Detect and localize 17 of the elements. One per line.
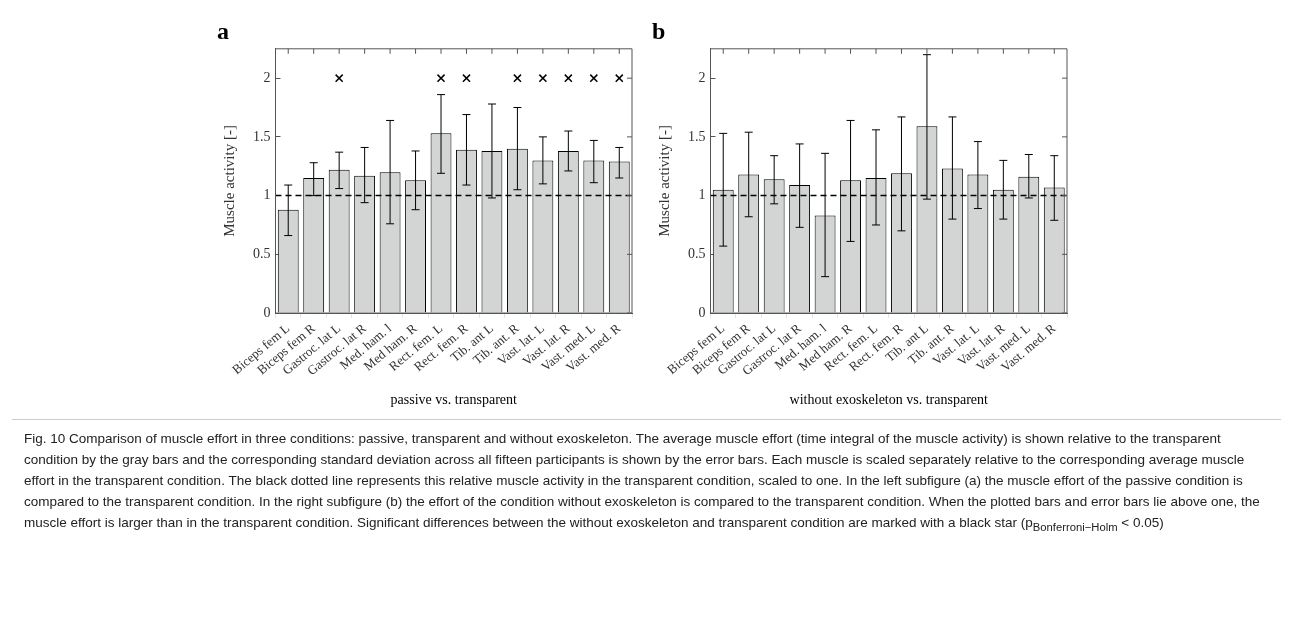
y-tick-label: 2 <box>698 69 705 85</box>
x-axis-title: without exoskeleton vs. transparent <box>789 392 988 408</box>
chart-title: b <box>651 17 665 44</box>
y-tick-label: 1.5 <box>687 128 705 144</box>
caption: Fig. 10 Comparison of muscle effort in three conditions: passive, transparent and without exoskeleton. The average muscle effort (time integral of the muscle activity) is shown relative to the transparent condition by the gray bars and the corresponding standard deviation across all fifteen participants is shown by the error bars. Each muscle is scaled separately relative to the corresponding average muscle effort in the transparent condition. The black dotted line represents this relative muscle activity in the transparent condition, scaled to one. In the left subfigure (a) the muscle effort of the passive condition is compared to the transparent condition. In the right subfigure (b) the effort of the condition without exoskeleton is compared to the transparent condition. When the plotted bars and error bars lie above one, the muscle effort is larger than in the transparent condition. Significant differences between the without exoskeleton and transparent condition are marked with a black star (p$_{Bonferroni−Holm}$ < 0.05) <box>24 430 1261 535</box>
x-axis-title: passive vs. transparent <box>390 392 517 408</box>
y-tick-label: 1 <box>698 187 705 203</box>
y-tick-label: 0.5 <box>687 246 705 262</box>
y-axis-title: Muscle activity [-] <box>220 125 237 237</box>
y-tick-label: 0.5 <box>252 246 270 262</box>
chart-title: a <box>216 17 229 44</box>
y-axis-title: Muscle activity [-] <box>655 125 672 237</box>
y-tick-label: 2 <box>263 69 270 85</box>
y-tick-label: 0 <box>263 304 270 320</box>
y-tick-label: 0 <box>698 304 705 320</box>
y-tick-label: 1 <box>263 187 270 203</box>
y-tick-label: 1.5 <box>252 128 270 144</box>
